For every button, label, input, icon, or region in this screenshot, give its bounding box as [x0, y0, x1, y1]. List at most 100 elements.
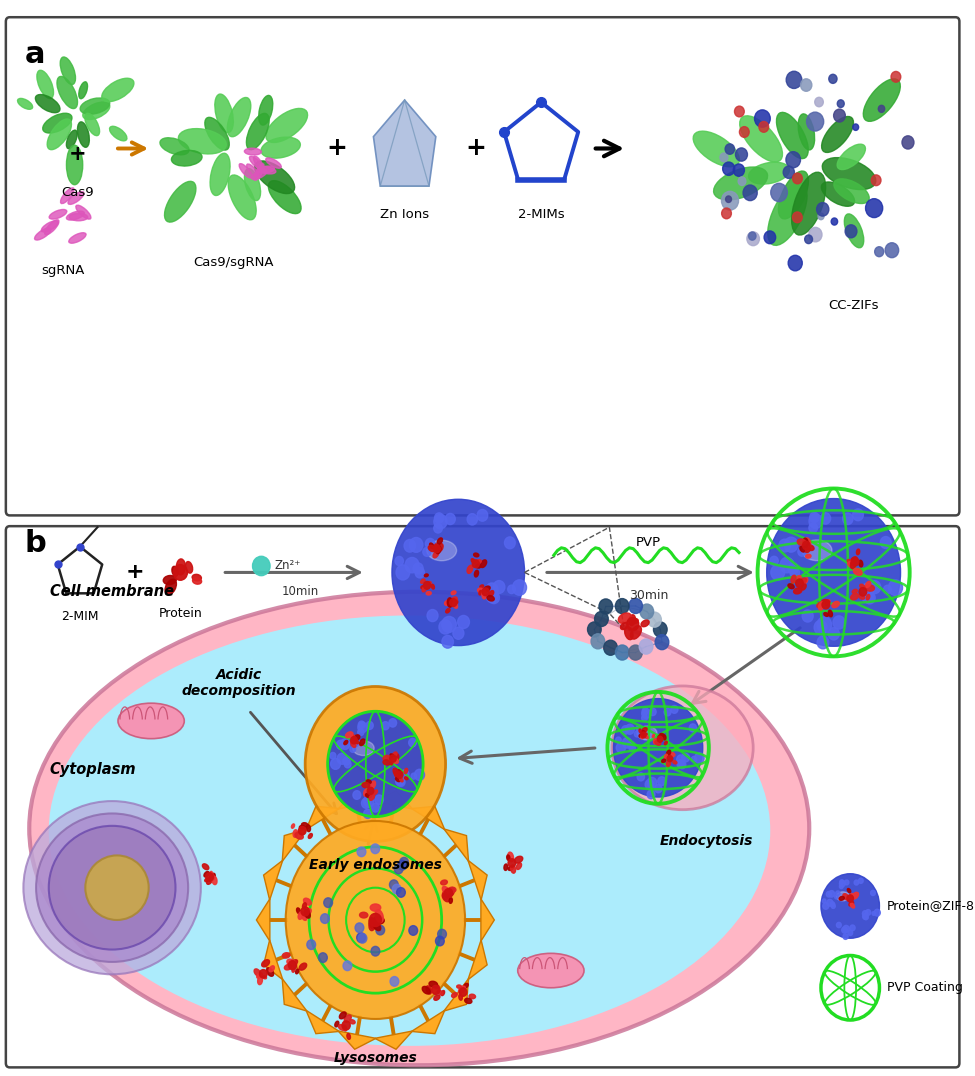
Ellipse shape: [455, 599, 458, 604]
Ellipse shape: [424, 574, 428, 577]
Ellipse shape: [642, 727, 647, 733]
Polygon shape: [444, 978, 469, 1011]
Text: sgRNA: sgRNA: [42, 264, 85, 277]
Ellipse shape: [850, 594, 859, 599]
Circle shape: [358, 934, 367, 944]
Ellipse shape: [258, 96, 273, 125]
Ellipse shape: [620, 623, 628, 629]
Ellipse shape: [29, 592, 809, 1065]
Ellipse shape: [266, 967, 274, 976]
Circle shape: [836, 891, 839, 895]
Circle shape: [788, 255, 802, 271]
Ellipse shape: [740, 116, 783, 162]
Circle shape: [328, 711, 423, 817]
Circle shape: [508, 859, 516, 867]
Circle shape: [655, 635, 669, 650]
Circle shape: [324, 897, 332, 907]
Ellipse shape: [176, 558, 185, 575]
Polygon shape: [263, 940, 283, 980]
Ellipse shape: [370, 794, 374, 801]
Circle shape: [396, 777, 404, 785]
Circle shape: [770, 556, 778, 566]
Ellipse shape: [360, 739, 365, 746]
Circle shape: [396, 565, 410, 580]
Ellipse shape: [804, 578, 807, 583]
Circle shape: [641, 732, 646, 738]
Ellipse shape: [60, 188, 74, 203]
Circle shape: [780, 557, 794, 572]
Ellipse shape: [299, 963, 307, 971]
Text: PVP: PVP: [636, 536, 661, 549]
Polygon shape: [338, 1031, 376, 1049]
Circle shape: [831, 902, 835, 907]
Circle shape: [305, 686, 446, 841]
Ellipse shape: [239, 164, 252, 178]
Circle shape: [433, 544, 441, 553]
Ellipse shape: [302, 903, 306, 909]
Circle shape: [843, 925, 849, 933]
Circle shape: [850, 925, 855, 931]
Ellipse shape: [85, 113, 99, 136]
Ellipse shape: [850, 893, 853, 898]
Ellipse shape: [667, 750, 671, 756]
Circle shape: [376, 925, 385, 935]
Ellipse shape: [366, 793, 371, 797]
Ellipse shape: [49, 210, 67, 220]
Ellipse shape: [434, 543, 438, 550]
Ellipse shape: [430, 543, 434, 549]
Circle shape: [642, 714, 647, 721]
Circle shape: [423, 548, 431, 556]
Polygon shape: [306, 1010, 339, 1034]
Ellipse shape: [351, 740, 356, 748]
Circle shape: [404, 539, 415, 552]
Ellipse shape: [799, 114, 815, 150]
Circle shape: [622, 738, 632, 748]
Ellipse shape: [791, 576, 796, 583]
Ellipse shape: [266, 158, 281, 168]
Circle shape: [725, 144, 734, 154]
Circle shape: [802, 541, 810, 550]
Ellipse shape: [456, 985, 461, 988]
Ellipse shape: [484, 586, 490, 592]
Circle shape: [615, 737, 621, 744]
Circle shape: [405, 557, 419, 572]
Circle shape: [747, 231, 760, 245]
Circle shape: [253, 556, 270, 576]
Ellipse shape: [212, 876, 217, 884]
Ellipse shape: [210, 153, 230, 196]
Circle shape: [862, 583, 874, 596]
Circle shape: [771, 183, 788, 201]
Circle shape: [817, 202, 829, 216]
Ellipse shape: [269, 966, 274, 972]
FancyBboxPatch shape: [6, 526, 959, 1067]
Circle shape: [389, 719, 397, 727]
Circle shape: [875, 246, 883, 257]
Circle shape: [790, 567, 799, 578]
Ellipse shape: [644, 733, 647, 736]
Circle shape: [357, 933, 366, 943]
Circle shape: [400, 858, 409, 867]
Text: Lysosomes: Lysosomes: [333, 1051, 417, 1065]
Text: 10min: 10min: [282, 585, 319, 598]
Circle shape: [390, 977, 399, 987]
Ellipse shape: [303, 898, 311, 905]
Circle shape: [342, 1021, 350, 1030]
Ellipse shape: [801, 540, 832, 561]
Ellipse shape: [476, 560, 482, 564]
Circle shape: [804, 235, 812, 243]
Circle shape: [784, 537, 798, 552]
Ellipse shape: [69, 232, 86, 243]
Ellipse shape: [866, 581, 871, 587]
Circle shape: [358, 728, 364, 736]
Circle shape: [449, 598, 457, 607]
Circle shape: [851, 557, 859, 566]
Text: PVP Coating: PVP Coating: [887, 981, 963, 994]
Circle shape: [375, 795, 383, 805]
Circle shape: [355, 923, 364, 933]
Ellipse shape: [504, 864, 508, 870]
Ellipse shape: [481, 560, 487, 567]
Circle shape: [738, 176, 746, 185]
Circle shape: [432, 986, 440, 994]
Circle shape: [504, 537, 515, 549]
Text: Cytoplasm: Cytoplasm: [50, 762, 136, 777]
